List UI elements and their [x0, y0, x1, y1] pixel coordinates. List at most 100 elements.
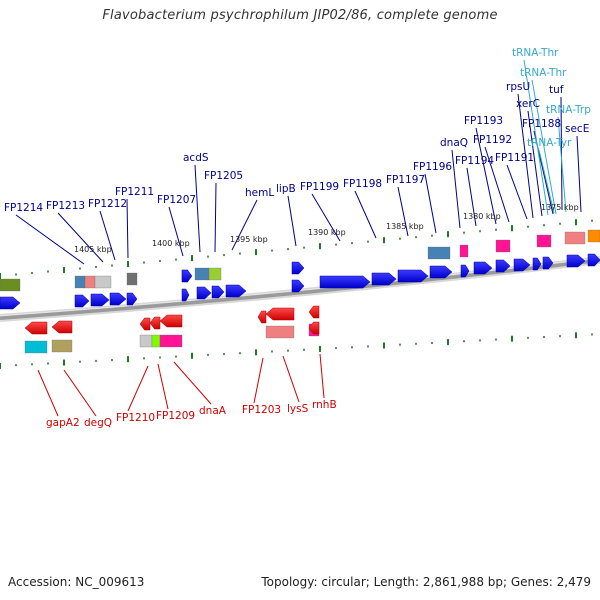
forward-gene-label[interactable]: FP1213	[46, 200, 85, 212]
forward-gene-arrow	[291, 279, 305, 293]
leader-line	[63, 369, 97, 417]
cog-box	[265, 325, 295, 339]
reverse-gene-label[interactable]: lysS	[287, 403, 309, 415]
forward-gene-arrow	[225, 284, 247, 298]
forward-gene-arrow	[90, 293, 110, 307]
cog-box	[51, 339, 73, 353]
reverse-gene-arrow	[139, 317, 151, 331]
trna-label[interactable]: tRNA-Trp	[546, 104, 591, 116]
leader-line	[451, 149, 461, 229]
forward-gene-label[interactable]: FP1194	[455, 155, 494, 167]
forward-gene-label[interactable]: FP1191	[495, 152, 534, 164]
leader-line	[168, 206, 184, 257]
forward-gene-label[interactable]: FP1199	[300, 181, 339, 193]
forward-gene-arrow	[291, 261, 305, 275]
scale-label: 1380 kbp	[463, 212, 501, 221]
forward-gene-arrow	[319, 275, 371, 289]
forward-gene-label[interactable]: rpsU	[506, 81, 530, 93]
cog-box	[24, 340, 48, 354]
trna-label[interactable]: tRNA-Tyr	[527, 137, 572, 149]
leader-line	[557, 116, 567, 213]
forward-gene-label[interactable]: FP1198	[343, 178, 382, 190]
cog-box	[139, 334, 153, 348]
forward-gene-arrow	[429, 265, 453, 279]
forward-gene-label[interactable]: FP1192	[473, 134, 512, 146]
forward-gene-label[interactable]: FP1197	[386, 174, 425, 186]
forward-gene-label[interactable]: FP1207	[157, 194, 196, 206]
forward-gene-label[interactable]: lipB	[276, 183, 296, 195]
forward-gene-label[interactable]: tuf	[549, 84, 564, 96]
cog-box	[94, 275, 112, 289]
reverse-gene-label[interactable]: degQ	[84, 417, 112, 429]
forward-gene-label[interactable]: xerC	[516, 98, 540, 110]
reverse-gene-label[interactable]: FP1210	[116, 412, 155, 424]
reverse-gene-arrow	[265, 307, 295, 321]
forward-gene-label[interactable]: FP1188	[522, 118, 561, 130]
accession-text: Accession: NC_009613	[8, 575, 145, 589]
leader-line	[311, 193, 341, 242]
leader-line	[523, 59, 549, 216]
cog-box	[459, 244, 469, 258]
cog-box	[208, 267, 222, 281]
forward-gene-arrow	[181, 269, 193, 283]
map-title: Flavobacterium psychrophilum JIP02/86, c…	[102, 8, 498, 23]
leader-line	[37, 369, 59, 417]
scale-label: 1385 kbp	[386, 222, 424, 231]
leader-line	[157, 363, 169, 410]
leader-line	[527, 110, 543, 217]
forward-gene-label[interactable]: secE	[565, 123, 589, 135]
cog-box	[74, 275, 86, 289]
leader-line	[538, 149, 555, 214]
reverse-gene-label[interactable]: FP1203	[242, 404, 281, 416]
forward-gene-arrow	[587, 253, 600, 267]
trna-label[interactable]: tRNA-Thr	[512, 47, 559, 59]
label-leader-lines	[15, 59, 582, 417]
cog-box	[126, 272, 138, 286]
reverse-gene-arrow	[24, 321, 48, 335]
topology-text: Topology: circular; Length: 2,861,988 bp…	[261, 575, 591, 589]
forward-gene-arrow	[211, 285, 225, 299]
leader-line	[282, 355, 300, 403]
leader-line	[99, 210, 116, 261]
leader-line	[475, 127, 497, 225]
forward-gene-label[interactable]: FP1193	[464, 115, 503, 127]
reverse-gene-arrow	[257, 310, 267, 324]
forward-gene-label[interactable]: dnaQ	[440, 137, 468, 149]
leader-line	[127, 365, 149, 412]
reverse-gene-arrow	[51, 320, 73, 334]
reverse-gene-label[interactable]: gapA2	[46, 417, 80, 429]
leader-line	[231, 199, 258, 251]
reverse-gene-label[interactable]: dnaA	[199, 405, 227, 417]
tick-marks	[0, 219, 593, 369]
leader-line	[576, 135, 582, 213]
forward-gene-arrow	[495, 259, 511, 273]
cog-box	[495, 239, 511, 253]
leader-line	[194, 164, 201, 253]
cog-box	[427, 246, 451, 260]
forward-gene-arrow	[532, 257, 542, 271]
forward-gene-label[interactable]: FP1214	[4, 202, 43, 214]
leader-line	[214, 182, 217, 253]
cog-box	[159, 334, 183, 348]
forward-gene-label[interactable]: acdS	[183, 152, 209, 164]
forward-gene-label[interactable]: hemL	[245, 187, 274, 199]
forward-gene-label[interactable]: FP1196	[413, 161, 452, 173]
leader-line	[531, 79, 557, 215]
leader-line	[15, 214, 85, 265]
cog-box	[151, 334, 161, 348]
forward-gene-label[interactable]: FP1211	[115, 186, 154, 198]
forward-gene-label[interactable]: FP1212	[88, 198, 127, 210]
scale-label: 1390 kbp	[308, 228, 346, 237]
reverse-gene-label[interactable]: FP1209	[156, 410, 195, 422]
trna-label[interactable]: tRNA-Thr	[520, 67, 567, 79]
reverse-gene-label[interactable]: rnhB	[312, 399, 337, 411]
scale-label: 1375 kbp	[541, 203, 579, 212]
leader-line	[397, 186, 409, 237]
forward-gene-label[interactable]: FP1205	[204, 170, 243, 182]
cog-box	[194, 267, 210, 281]
cog-boxes	[0, 229, 600, 354]
leader-line	[126, 198, 129, 259]
reverse-gene-arrow	[149, 316, 161, 330]
